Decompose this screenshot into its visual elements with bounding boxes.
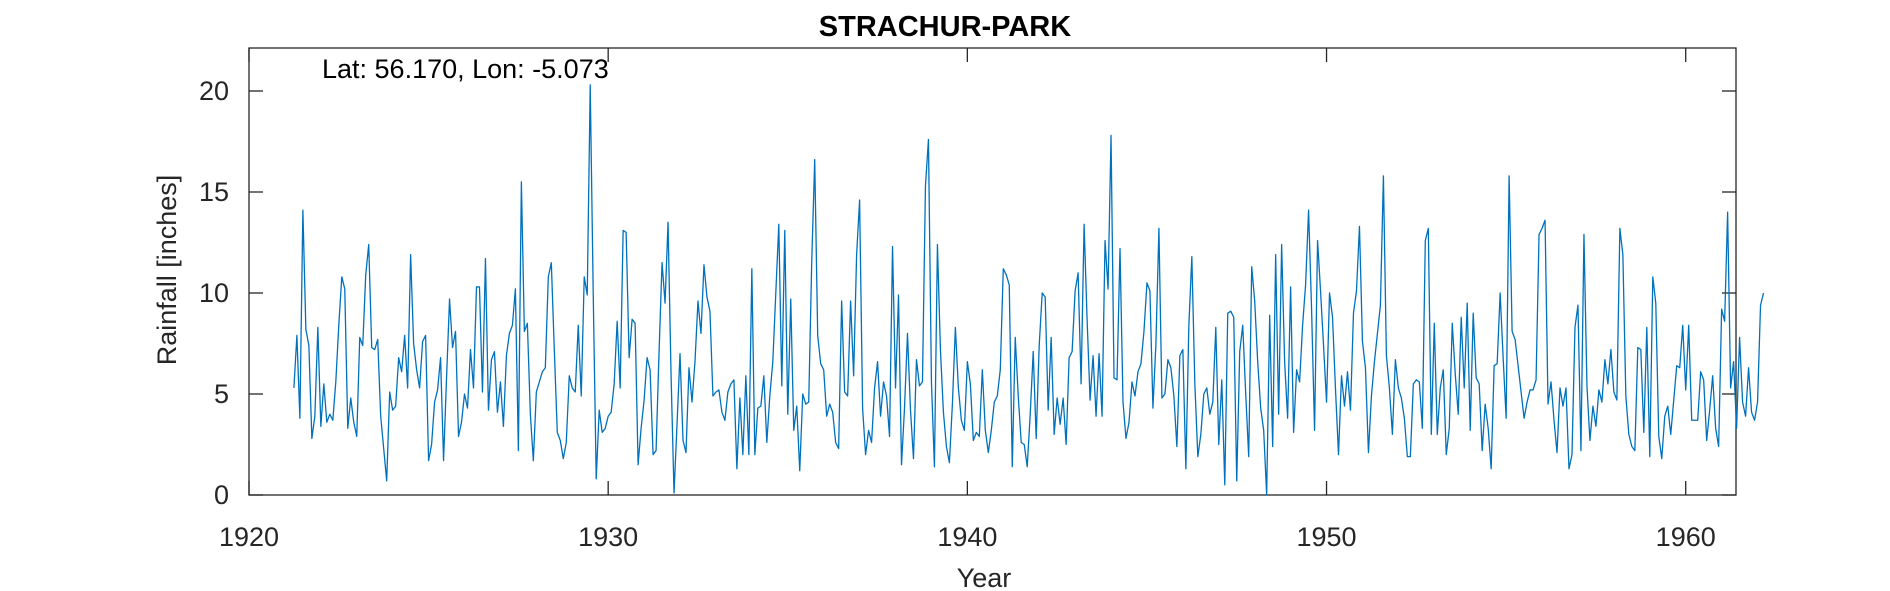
y-axis: 0 5 10 15 20 bbox=[199, 76, 1736, 510]
x-tick-label: 1960 bbox=[1656, 522, 1716, 552]
x-axis-label: Year bbox=[957, 563, 1012, 591]
x-tick-label: 1950 bbox=[1296, 522, 1356, 552]
y-tick-label: 20 bbox=[199, 76, 229, 106]
chart-title: STRACHUR-PARK bbox=[819, 11, 1071, 43]
x-tick-label: 1920 bbox=[219, 522, 279, 552]
y-tick-label: 0 bbox=[214, 480, 229, 510]
y-axis-label: Rainfall [inches] bbox=[152, 175, 182, 366]
station-coordinates-annotation: Lat: 56.170, Lon: -5.073 bbox=[322, 54, 609, 84]
x-axis: 1920 1930 1940 1950 1960 bbox=[219, 48, 1716, 552]
x-tick-label: 1930 bbox=[578, 522, 638, 552]
y-tick-label: 10 bbox=[199, 278, 229, 308]
plot-area-frame bbox=[248, 47, 1737, 496]
series-line bbox=[293, 84, 1765, 496]
y-tick-label: 15 bbox=[199, 177, 229, 207]
y-tick-label: 5 bbox=[214, 379, 229, 409]
x-tick-label: 1940 bbox=[937, 522, 997, 552]
